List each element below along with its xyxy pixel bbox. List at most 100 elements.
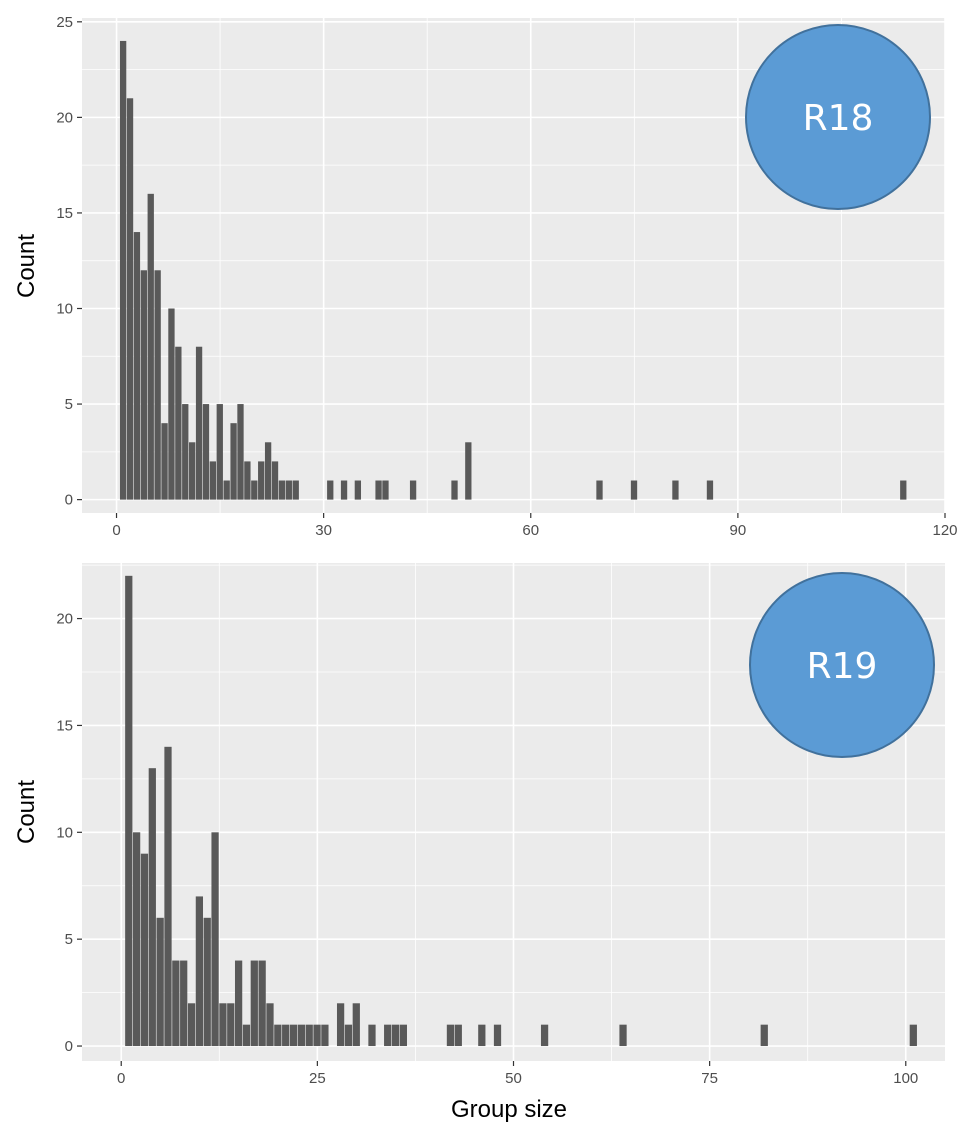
bar	[289, 1024, 298, 1047]
bar	[336, 1003, 345, 1047]
bar	[909, 1024, 917, 1047]
bar	[285, 480, 292, 500]
bar	[126, 98, 134, 500]
y-tick-label: 0	[65, 1038, 73, 1055]
bar	[168, 308, 175, 500]
bar	[446, 1024, 455, 1047]
bar	[161, 423, 168, 500]
x-tick-label: 75	[701, 1070, 718, 1087]
y-tick-label: 20	[56, 109, 73, 126]
bar	[148, 768, 156, 1047]
x-tick-label: 0	[112, 522, 120, 539]
bar	[760, 1024, 768, 1047]
bar	[382, 480, 389, 500]
x-ticks-r19: 0 25 50 75 100	[117, 1061, 918, 1087]
y-tick-label: 10	[56, 824, 73, 841]
bar	[465, 442, 472, 500]
bar	[344, 1024, 353, 1047]
bar	[900, 480, 907, 500]
bar	[368, 1024, 376, 1047]
badge-circle-r18	[745, 24, 931, 210]
bar	[264, 442, 272, 500]
x-tick-label: 30	[315, 522, 332, 539]
bar	[493, 1024, 502, 1047]
bar	[156, 917, 164, 1047]
bar	[234, 960, 243, 1047]
gridlines-r19	[82, 563, 945, 1061]
chart-r19: 0 5 10 15 20 0 25 50 75 100 Count R19 Group size	[13, 563, 945, 1123]
bar	[209, 461, 217, 500]
bar	[478, 1024, 486, 1047]
y-tick-label: 15	[56, 717, 73, 734]
bar	[274, 1024, 282, 1047]
x-tick-label: 90	[730, 522, 747, 539]
bar	[203, 917, 211, 1047]
y-tick-label: 10	[56, 301, 73, 318]
y-tick-label: 0	[65, 492, 73, 509]
y-tick-label: 20	[56, 611, 73, 628]
bar	[352, 1003, 360, 1047]
bar	[244, 461, 251, 500]
bar	[189, 442, 196, 500]
bar	[147, 193, 154, 500]
bar	[384, 1024, 392, 1047]
badge-label-r18: R18	[803, 98, 874, 139]
bar	[391, 1024, 400, 1047]
bar	[672, 480, 679, 500]
x-ticks-r18: 0 30 60 90 120	[112, 513, 958, 539]
bar	[132, 832, 141, 1047]
bar	[321, 1024, 329, 1047]
bar	[327, 480, 334, 500]
bars-r19	[125, 575, 917, 1047]
y-tick-label: 15	[56, 205, 73, 222]
y-ticks-r19: 0 5 10 15 20	[56, 611, 82, 1055]
y-axis-title-r18: Count	[13, 234, 40, 298]
x-tick-label: 25	[309, 1070, 326, 1087]
y-tick-label: 25	[56, 14, 73, 31]
bar	[230, 423, 237, 500]
y-tick-label: 5	[65, 396, 73, 413]
x-tick-label: 100	[893, 1070, 918, 1087]
bar	[140, 270, 147, 500]
bar	[305, 1024, 313, 1047]
bar	[172, 960, 180, 1047]
bar	[211, 832, 219, 1047]
badge-circle-r19	[749, 572, 935, 758]
bar	[375, 480, 382, 500]
bar	[340, 480, 348, 500]
bar	[125, 575, 133, 1047]
bar	[454, 1024, 462, 1047]
bar	[258, 960, 266, 1047]
bar	[282, 1024, 290, 1047]
x-tick-label: 0	[117, 1070, 125, 1087]
bar	[451, 480, 458, 500]
bar	[630, 480, 638, 500]
bar	[175, 346, 182, 500]
bar	[251, 480, 258, 500]
x-tick-label: 120	[932, 522, 957, 539]
bar	[195, 346, 203, 500]
bar	[180, 960, 188, 1047]
bar	[182, 404, 189, 500]
bar	[164, 746, 172, 1047]
x-tick-label: 50	[505, 1070, 522, 1087]
bar	[187, 1003, 196, 1047]
bar	[271, 461, 279, 500]
bar	[297, 1024, 305, 1047]
bar	[202, 404, 210, 500]
bar	[313, 1024, 321, 1047]
bar	[409, 480, 417, 500]
bar	[154, 270, 161, 500]
badge-label-r19: R19	[807, 646, 878, 687]
bar	[619, 1024, 627, 1047]
bar	[223, 480, 230, 500]
bar	[596, 480, 603, 500]
y-ticks-r18: 0 5 10 15 20 25	[56, 14, 82, 509]
bar	[140, 853, 149, 1047]
bar	[266, 1003, 274, 1047]
chart-r18: 0 5 10 15 20 25 0 30 60 90 120 Count R18	[13, 14, 958, 539]
bar	[706, 480, 714, 500]
bar	[292, 480, 299, 500]
bar	[227, 1003, 235, 1047]
